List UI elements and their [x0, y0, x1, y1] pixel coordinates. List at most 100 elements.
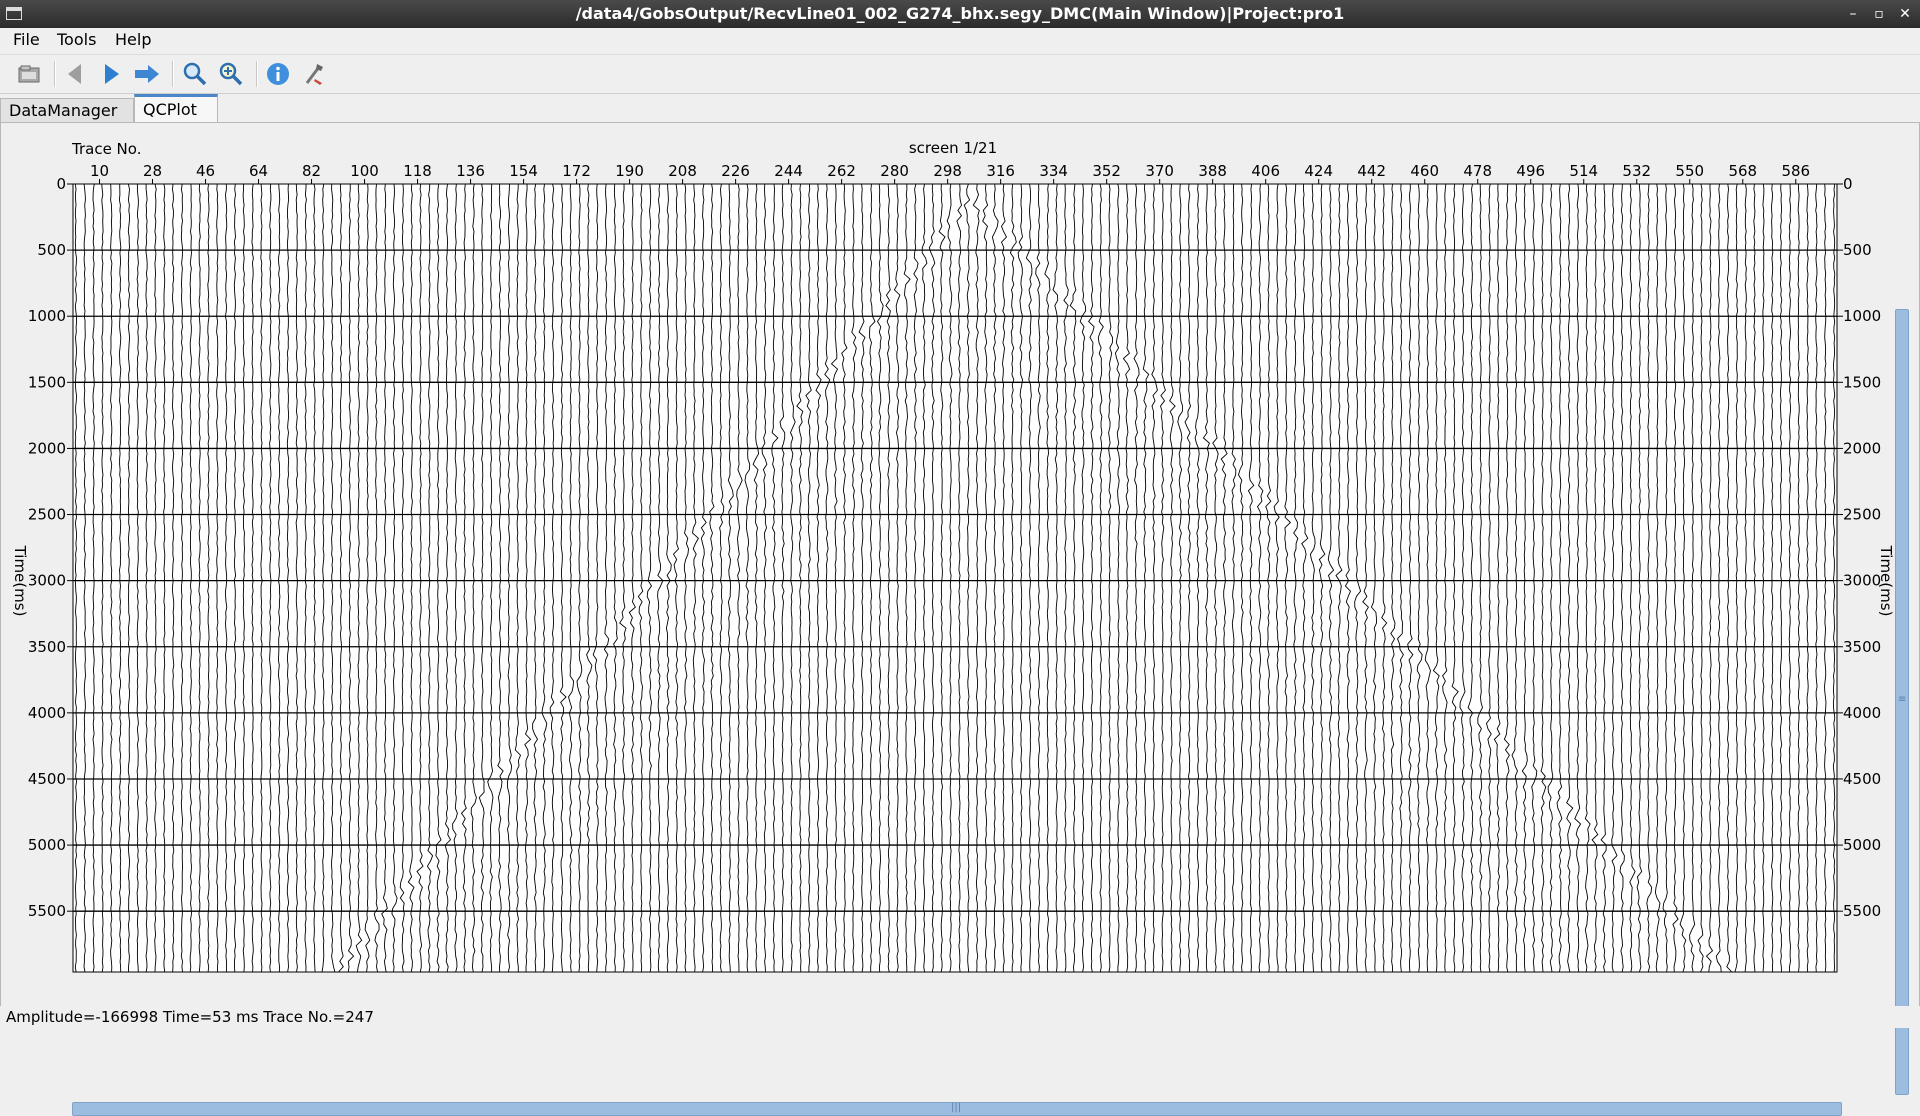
y-tick-label-right: 2500: [1843, 506, 1881, 524]
trace-wiggle: [1832, 183, 1836, 973]
trace-wiggle: [719, 183, 725, 973]
trace-wiggle: [1247, 183, 1255, 973]
zoom-fit-icon[interactable]: [216, 59, 246, 89]
maximize-button[interactable]: ▫: [1874, 6, 1884, 22]
trace-wiggle: [1679, 183, 1687, 973]
plot-area[interactable]: [73, 184, 1837, 972]
trace-wiggle: [1600, 184, 1607, 973]
trace-wiggle: [364, 183, 371, 973]
trace-wiggle: [692, 183, 699, 973]
y-tick-label-left: 1500: [28, 373, 66, 391]
trace-wiggle: [1381, 183, 1388, 973]
trace-wiggle: [613, 183, 618, 973]
menu-bar: File Tools Help: [0, 28, 1920, 52]
x-tick-label: 424: [1304, 162, 1333, 180]
y-tick-label-left: 3000: [28, 572, 66, 590]
zoom-in-icon[interactable]: [180, 59, 210, 89]
trace-wiggle: [603, 183, 610, 973]
open-icon[interactable]: [14, 59, 44, 89]
trace-wiggle: [991, 183, 999, 973]
trace-wiggle: [1142, 183, 1150, 973]
tab-qcplot[interactable]: QCPlot: [134, 94, 218, 122]
trace-wiggle: [1672, 183, 1679, 973]
trace-wiggle: [1009, 183, 1017, 972]
menu-tools[interactable]: Tools: [57, 30, 97, 49]
y-tick-label-right: 0: [1843, 175, 1853, 193]
tab-datamanager[interactable]: DataManager: [0, 98, 134, 122]
trace-wiggle: [1815, 183, 1818, 973]
trace-wiggle: [338, 183, 344, 973]
trace-wiggle: [824, 183, 831, 973]
trace-wiggle: [1231, 183, 1237, 973]
trace-wiggle: [110, 183, 113, 973]
trace-wiggle: [637, 183, 644, 973]
settings-tool-icon[interactable]: [299, 59, 329, 89]
trace-wiggle: [815, 183, 822, 973]
window-icon[interactable]: [6, 7, 22, 20]
trace-wiggle: [435, 183, 442, 973]
trace-wiggle: [1025, 183, 1033, 973]
trace-wiggle: [1486, 183, 1492, 973]
x-tick-label: 388: [1198, 162, 1227, 180]
x-tick-label: 334: [1039, 162, 1068, 180]
trace-wiggle: [207, 183, 210, 973]
x-tick-label: 298: [933, 162, 962, 180]
trace-wiggle: [1416, 183, 1423, 973]
trace-wiggle: [1646, 183, 1653, 973]
x-tick-label: 10: [90, 162, 109, 180]
trace-wiggle: [1734, 183, 1739, 973]
trace-wiggle: [885, 183, 891, 973]
trace-wiggle: [460, 183, 467, 973]
x-tick-label: 64: [249, 162, 268, 180]
trace-wiggle: [709, 183, 715, 973]
trace-wiggle: [1467, 183, 1474, 973]
trace-wiggle: [1318, 183, 1326, 973]
trace-wiggle: [1442, 183, 1448, 973]
x-tick-label: 550: [1675, 162, 1704, 180]
menu-file[interactable]: File: [13, 30, 40, 49]
trace-wiggle: [628, 184, 636, 973]
y-tick-label-left: 2000: [28, 439, 66, 457]
title-bar: /data4/GobsOutput/RecvLine01_002_G274_bh…: [0, 0, 1920, 28]
trace-wiggle: [1459, 183, 1466, 973]
x-tick-label: 514: [1569, 162, 1598, 180]
x-tick-label: 226: [721, 162, 750, 180]
trace-wiggle: [1108, 183, 1113, 973]
trace-wiggle: [1097, 183, 1104, 973]
trace-wiggle: [771, 183, 779, 973]
minimize-button[interactable]: –: [1849, 6, 1857, 22]
close-button[interactable]: ✕: [1899, 6, 1911, 22]
info-icon[interactable]: [263, 59, 293, 89]
x-tick-label: 46: [196, 162, 215, 180]
forward-jump-icon[interactable]: [132, 59, 162, 89]
tab-bar: DataManager QCPlot: [0, 94, 1920, 122]
seismic-plot[interactable]: Trace No. screen 1/21 Time(ms) Time(ms) …: [1, 123, 1919, 1007]
trace-wiggle: [893, 183, 901, 973]
trace-wiggle: [1705, 184, 1714, 973]
horizontal-scrollbar[interactable]: |||: [72, 1102, 1842, 1116]
trace-wiggle: [1052, 183, 1059, 973]
trace-wiggle: [736, 183, 743, 973]
menu-help[interactable]: Help: [115, 30, 152, 49]
trace-wiggle: [83, 183, 86, 973]
trace-wiggle: [313, 183, 316, 973]
y-tick-label-left: 4000: [28, 704, 66, 722]
y-tick-label-right: 3500: [1843, 638, 1881, 656]
next-icon[interactable]: [96, 59, 126, 89]
trace-wiggle: [830, 183, 839, 973]
trace-wiggle: [1566, 183, 1574, 973]
trace-wiggle: [304, 183, 307, 973]
previous-icon[interactable]: [60, 59, 90, 89]
x-tick-label: 352: [1092, 162, 1121, 180]
trace-wiggle: [1335, 183, 1343, 973]
trace-wiggle: [163, 183, 166, 973]
trace-wiggle: [1184, 183, 1191, 973]
trace-wiggle: [1212, 184, 1219, 973]
trace-wiggle: [1611, 183, 1618, 973]
trace-wiggle: [452, 183, 458, 973]
trace-wiggle: [982, 183, 989, 973]
vertical-scrollbar[interactable]: ≡: [1895, 309, 1909, 1095]
trace-wiggle: [373, 183, 380, 973]
trace-wiggle: [1432, 183, 1440, 973]
trace-wiggle: [399, 183, 405, 973]
